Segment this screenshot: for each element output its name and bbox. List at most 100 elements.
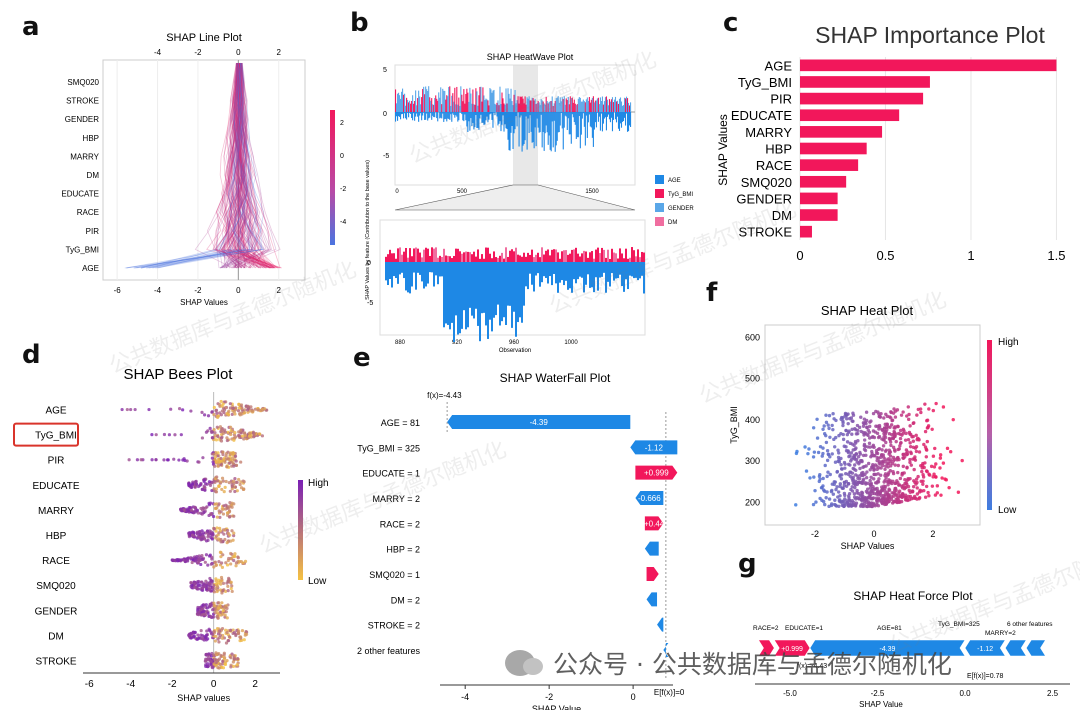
wave-bar-negative <box>489 262 491 320</box>
bee-dot <box>197 611 201 615</box>
heat-dot <box>882 429 886 434</box>
heat-dot <box>906 477 910 481</box>
bee-dot <box>213 560 217 564</box>
series-line <box>126 62 265 269</box>
heat-dot <box>888 454 893 458</box>
wave-bar-negative <box>457 112 459 122</box>
wave-bar-negative <box>485 112 487 121</box>
colorbar-tick-label: 0 <box>340 153 344 160</box>
force-segment <box>1004 639 1027 657</box>
wave-bar-positive <box>559 97 561 112</box>
wave-bar-positive <box>567 254 569 262</box>
heat-dot <box>823 502 827 507</box>
heat-dot <box>851 478 855 483</box>
wave-bar-negative <box>546 112 548 133</box>
series-line <box>151 62 247 269</box>
series-line <box>235 62 262 269</box>
x-tick-label: 2 <box>930 529 935 539</box>
bee-dot <box>221 452 225 457</box>
wave-bar-negative <box>464 112 466 115</box>
wave-bar-positive <box>395 258 397 262</box>
heat-dot <box>877 456 881 460</box>
heat-dot <box>823 463 827 468</box>
wave-bar-negative <box>585 112 587 116</box>
wave-bar-negative <box>503 112 505 132</box>
wave-bar-positive <box>545 250 547 262</box>
bee-dot <box>210 537 214 541</box>
wave-bar-positive <box>508 93 510 112</box>
bee-dot <box>227 481 231 485</box>
heat-dot <box>883 435 888 440</box>
bee-dot <box>200 580 204 584</box>
heat-dot <box>881 463 885 468</box>
wave-bar-negative <box>629 262 631 276</box>
wave-bar-negative <box>428 112 430 119</box>
wave-bar-positive <box>414 100 416 112</box>
wave-bar-positive <box>482 87 484 112</box>
heat-dot <box>825 474 829 479</box>
wave-bar-negative <box>401 262 403 273</box>
wave-bar-negative <box>639 262 641 279</box>
heat-dot <box>846 481 851 486</box>
bee-dot <box>231 664 236 668</box>
wave-bar-negative <box>465 112 467 121</box>
y-tick-label: SMQ020 <box>741 175 792 190</box>
bee-dot <box>236 409 241 413</box>
heat-dot <box>881 497 886 501</box>
wave-bar-positive <box>397 248 399 262</box>
bee-dot <box>232 438 236 442</box>
wave-bar-positive <box>500 104 502 112</box>
x-tick-label: -2 <box>168 679 177 690</box>
wave-bar-positive <box>447 96 449 112</box>
wave-bar-positive <box>458 97 460 112</box>
wave-bar-positive <box>459 251 461 262</box>
bee-dot <box>172 457 176 461</box>
wave-bar-negative <box>463 262 465 311</box>
heat-dot <box>853 485 857 490</box>
wave-bar-negative <box>502 112 504 116</box>
series-line <box>240 62 259 269</box>
bee-dot <box>214 408 219 412</box>
wave-bar-positive <box>573 249 575 262</box>
wave-bar-negative <box>633 262 635 279</box>
bee-dot <box>233 454 238 458</box>
series-line <box>225 62 256 269</box>
bee-dot <box>214 586 218 591</box>
bee-dot <box>214 651 218 655</box>
wave-bar-positive <box>625 96 628 112</box>
wave-bar-positive <box>409 248 411 262</box>
heat-dot <box>834 418 838 423</box>
wave-bar-positive <box>509 98 511 112</box>
wave-bar-negative <box>486 112 488 117</box>
wave-bar-negative <box>462 112 464 121</box>
heat-dot <box>941 461 946 465</box>
wave-bar-positive <box>462 101 464 112</box>
bee-dot <box>217 601 221 605</box>
bee-dot <box>221 450 225 454</box>
wave-bar-positive <box>465 93 467 112</box>
line-series-group <box>124 62 282 269</box>
series-line <box>232 62 275 269</box>
bee-dot <box>226 450 230 454</box>
segment-label: MARRY=2 <box>985 630 1016 637</box>
wave-bar-positive <box>436 98 438 112</box>
heat-dot <box>827 426 831 431</box>
bee-dot <box>227 457 231 461</box>
wave-bar-positive <box>537 101 539 112</box>
segment-label: EDUCATE=1 <box>785 625 823 632</box>
bee-dot <box>204 652 208 657</box>
wave-bar-positive <box>542 101 544 112</box>
wave-bar-negative <box>445 262 447 324</box>
wave-bar-positive <box>411 100 413 112</box>
y-tick-label: TyG_BMI = 325 <box>357 443 420 453</box>
heat-dot <box>872 445 876 449</box>
heat-dot <box>867 495 871 499</box>
wave-bar-positive <box>557 96 559 112</box>
heat-dot <box>920 466 924 470</box>
heat-dot <box>876 435 881 440</box>
wave-bar-negative <box>553 112 555 121</box>
bee-dot <box>228 533 232 537</box>
wave-bar-negative <box>573 112 575 123</box>
wave-bar-positive <box>617 103 620 112</box>
series-line <box>133 62 250 269</box>
